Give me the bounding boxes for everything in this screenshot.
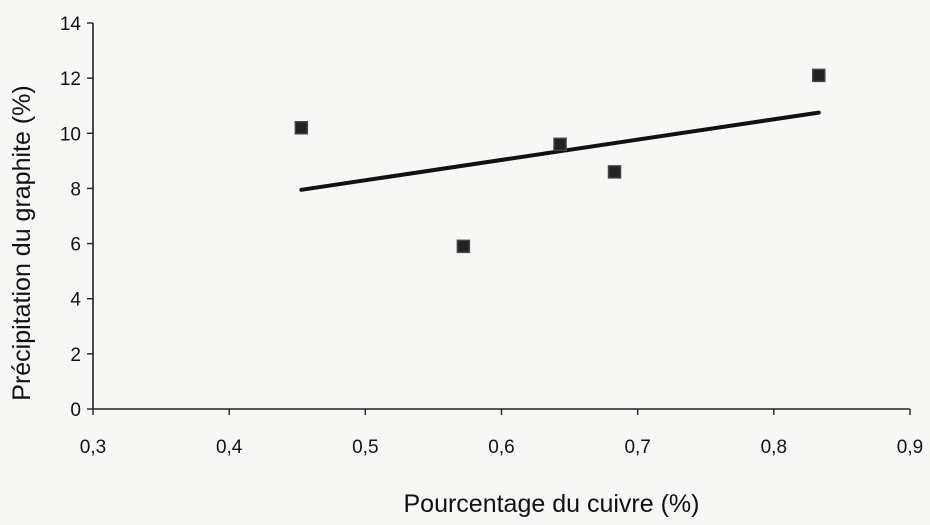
data-point [294, 121, 309, 135]
y-tick-label: 4 [70, 290, 81, 311]
data-point [456, 239, 471, 254]
x-tick-label: 0,8 [761, 437, 787, 458]
data-points-layer [294, 68, 826, 254]
y-tick-label: 6 [70, 235, 81, 256]
x-tick-label: 0,3 [80, 437, 106, 458]
y-tick-label: 12 [60, 69, 81, 90]
data-point [553, 137, 567, 152]
axes [92, 23, 910, 410]
y-tick-label: 2 [70, 345, 81, 366]
x-axis-title: Pourcentage du cuivre (%) [404, 490, 700, 518]
trendline [299, 110, 821, 192]
y-tick-label: 10 [60, 124, 81, 145]
y-axis-title: Précipitation du graphite (%) [8, 85, 36, 400]
data-point [607, 165, 622, 179]
x-tick-label: 0,5 [352, 437, 378, 458]
trendline-layer [299, 110, 821, 192]
y-tick-label: 0 [70, 400, 81, 421]
x-tick-label: 0,4 [216, 437, 243, 458]
y-tick-label: 14 [60, 14, 82, 35]
x-tick-label: 0,9 [897, 437, 923, 458]
x-tick-label: 0,6 [488, 437, 514, 458]
x-axis-ticks: 0,3 0,4 0,5 0,6 0,7 0,8 0,9 [80, 409, 923, 458]
y-axis-ticks: 0 2 4 6 8 10 12 14 [60, 14, 93, 421]
y-tick-label: 8 [70, 179, 81, 200]
x-tick-label: 0,7 [624, 437, 650, 458]
data-point [812, 68, 826, 83]
